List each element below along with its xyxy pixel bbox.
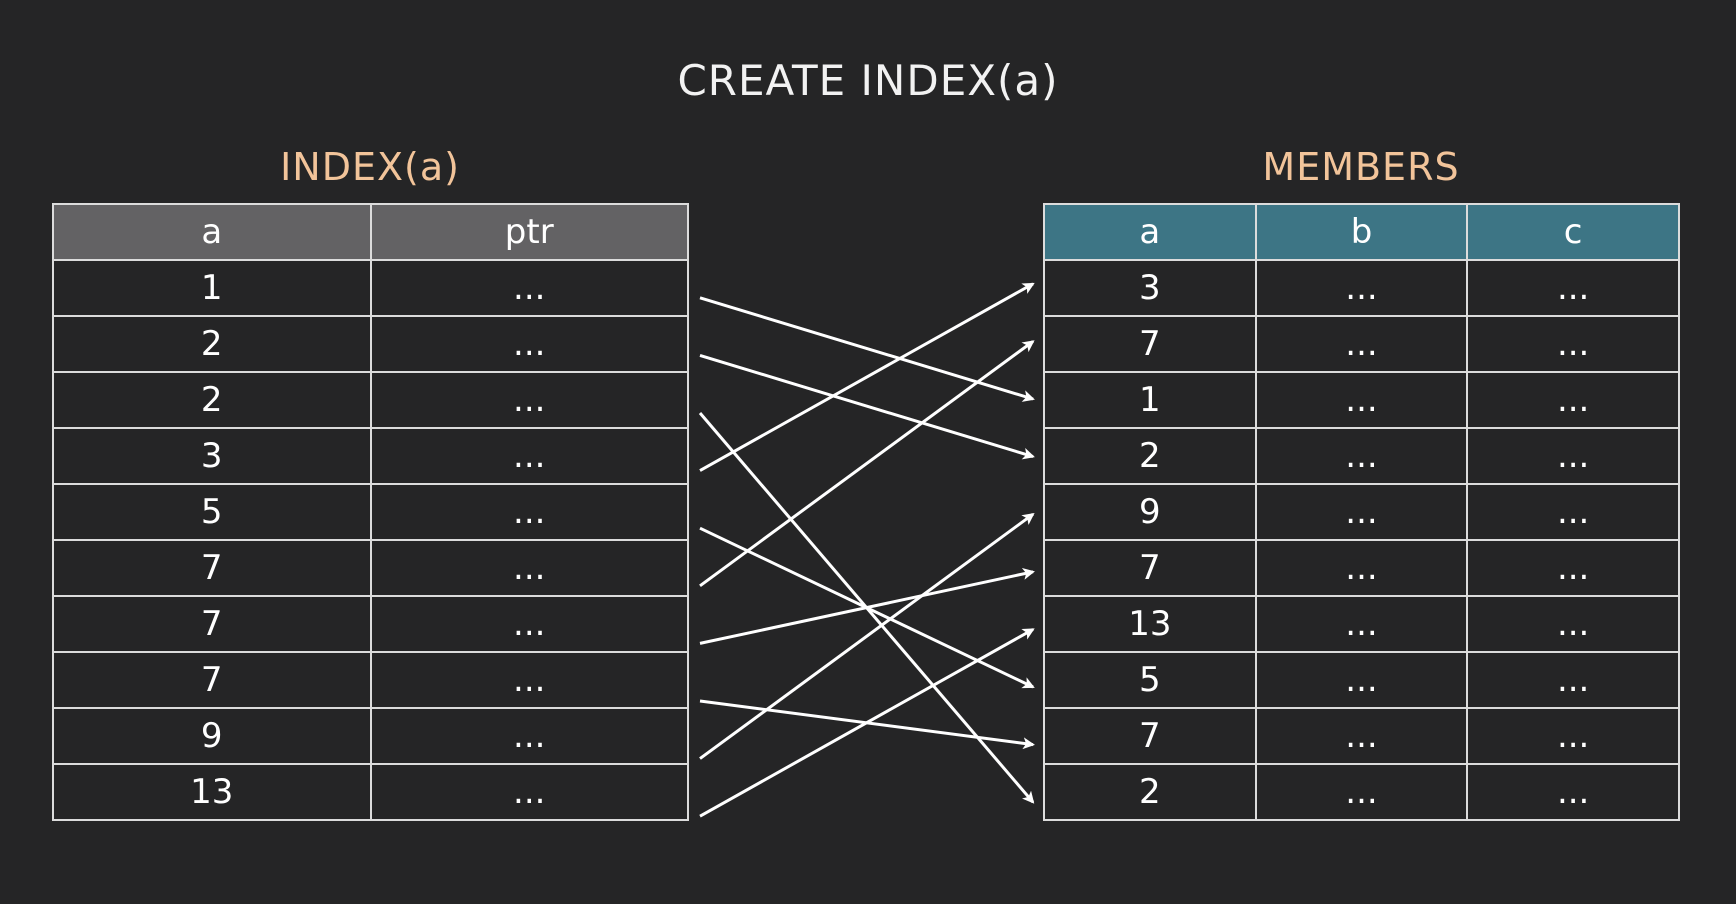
table-row: 7...... bbox=[1043, 707, 1680, 765]
index-header-row: a ptr bbox=[52, 203, 689, 261]
table-row: 2...... bbox=[1043, 427, 1680, 485]
members-cell-c: ... bbox=[1466, 259, 1680, 317]
index-cell-a: 1 bbox=[52, 259, 372, 317]
index-cell-ptr: ... bbox=[369, 259, 689, 317]
table-row: 7...... bbox=[1043, 315, 1680, 373]
table-row: 9... bbox=[52, 707, 689, 765]
index-cell-a: 5 bbox=[52, 483, 372, 541]
members-cell-a: 7 bbox=[1043, 315, 1257, 373]
index-cell-a: 2 bbox=[52, 371, 372, 429]
index-cell-a: 13 bbox=[52, 763, 372, 821]
members-cell-b: ... bbox=[1254, 595, 1469, 653]
table-row: 5...... bbox=[1043, 651, 1680, 709]
members-cell-c: ... bbox=[1466, 651, 1680, 709]
table-row: 7... bbox=[52, 539, 689, 597]
members-cell-b: ... bbox=[1254, 315, 1469, 373]
members-cell-a: 3 bbox=[1043, 259, 1257, 317]
members-cell-c: ... bbox=[1466, 539, 1680, 597]
index-cell-a: 7 bbox=[52, 595, 372, 653]
members-cell-b: ... bbox=[1254, 651, 1469, 709]
table-row: 2... bbox=[52, 315, 689, 373]
members-cell-a: 5 bbox=[1043, 651, 1257, 709]
table-row: 5... bbox=[52, 483, 689, 541]
members-table: a b c 3...... 7...... 1...... 2...... 9.....… bbox=[1043, 203, 1680, 821]
table-row: 13... bbox=[52, 763, 689, 821]
members-cell-c: ... bbox=[1466, 315, 1680, 373]
pointer-arrow bbox=[699, 512, 1035, 760]
index-cell-a: 2 bbox=[52, 315, 372, 373]
members-cell-a: 1 bbox=[1043, 371, 1257, 429]
members-cell-a: 7 bbox=[1043, 539, 1257, 597]
members-cell-c: ... bbox=[1466, 483, 1680, 541]
pointer-arrow bbox=[699, 353, 1035, 460]
members-cell-a: 2 bbox=[1043, 427, 1257, 485]
members-cell-b: ... bbox=[1254, 707, 1469, 765]
members-cell-a: 9 bbox=[1043, 483, 1257, 541]
members-header-b: b bbox=[1254, 203, 1469, 261]
table-row: 3... bbox=[52, 427, 689, 485]
index-cell-ptr: ... bbox=[369, 427, 689, 485]
table-row: 13...... bbox=[1043, 595, 1680, 653]
members-cell-c: ... bbox=[1466, 595, 1680, 653]
page-title: CREATE INDEX(a) bbox=[677, 56, 1059, 105]
table-row: 7... bbox=[52, 651, 689, 709]
index-cell-ptr: ... bbox=[369, 483, 689, 541]
members-cell-c: ... bbox=[1466, 371, 1680, 429]
pointer-arrow bbox=[699, 628, 1035, 818]
pointer-arrow bbox=[699, 340, 1035, 588]
table-row: 7... bbox=[52, 595, 689, 653]
members-header-c: c bbox=[1466, 203, 1680, 261]
index-cell-a: 7 bbox=[52, 651, 372, 709]
index-cell-ptr: ... bbox=[369, 651, 689, 709]
members-header-row: a b c bbox=[1043, 203, 1680, 261]
members-cell-a: 7 bbox=[1043, 707, 1257, 765]
index-table-label: INDEX(a) bbox=[280, 145, 460, 189]
pointer-arrow bbox=[699, 568, 1035, 645]
table-row: 7...... bbox=[1043, 539, 1680, 597]
table-row: 2...... bbox=[1043, 763, 1680, 821]
index-table: a ptr 1... 2... 2... 3... 5... 7... 7... 7... 9.… bbox=[52, 203, 689, 821]
index-cell-ptr: ... bbox=[369, 763, 689, 821]
members-cell-a: 2 bbox=[1043, 763, 1257, 821]
members-header-a: a bbox=[1043, 203, 1257, 261]
table-row: 1...... bbox=[1043, 371, 1680, 429]
table-row: 2... bbox=[52, 371, 689, 429]
members-cell-b: ... bbox=[1254, 763, 1469, 821]
members-table-label: MEMBERS bbox=[1262, 145, 1460, 189]
table-row: 3...... bbox=[1043, 259, 1680, 317]
members-cell-b: ... bbox=[1254, 427, 1469, 485]
members-cell-b: ... bbox=[1254, 483, 1469, 541]
index-cell-ptr: ... bbox=[369, 315, 689, 373]
index-cell-a: 3 bbox=[52, 427, 372, 485]
members-cell-c: ... bbox=[1466, 707, 1680, 765]
index-cell-a: 7 bbox=[52, 539, 372, 597]
members-cell-c: ... bbox=[1466, 427, 1680, 485]
table-row: 9...... bbox=[1043, 483, 1680, 541]
table-row: 1... bbox=[52, 259, 689, 317]
index-cell-ptr: ... bbox=[369, 595, 689, 653]
index-cell-ptr: ... bbox=[369, 707, 689, 765]
pointer-arrow bbox=[699, 282, 1035, 472]
index-cell-ptr: ... bbox=[369, 539, 689, 597]
members-cell-a: 13 bbox=[1043, 595, 1257, 653]
index-header-a: a bbox=[52, 203, 372, 261]
index-cell-ptr: ... bbox=[369, 371, 689, 429]
index-header-ptr: ptr bbox=[369, 203, 689, 261]
members-cell-c: ... bbox=[1466, 763, 1680, 821]
members-cell-b: ... bbox=[1254, 371, 1469, 429]
index-cell-a: 9 bbox=[52, 707, 372, 765]
members-cell-b: ... bbox=[1254, 259, 1469, 317]
members-cell-b: ... bbox=[1254, 539, 1469, 597]
